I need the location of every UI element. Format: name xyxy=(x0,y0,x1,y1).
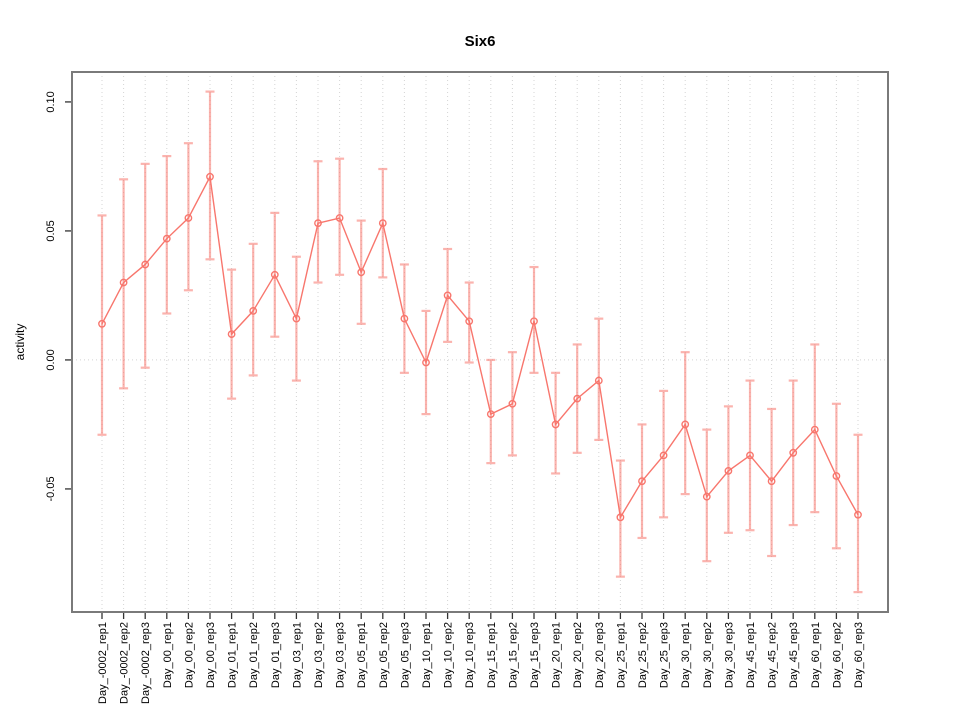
x-tick-label: Day_15_rep3 xyxy=(529,622,541,688)
data-point xyxy=(314,219,322,228)
data-point xyxy=(573,394,582,403)
data-point xyxy=(270,270,279,279)
data-point xyxy=(335,214,344,222)
x-tick-label: Day_03_rep3 xyxy=(335,622,347,688)
data-point xyxy=(119,278,128,287)
data-point xyxy=(98,319,106,328)
x-tick-label: Day_15_rep1 xyxy=(486,622,498,688)
data-point xyxy=(357,268,366,277)
y-tick-label: 0.10 xyxy=(45,91,57,112)
x-tick-label: Day_-0002_rep3 xyxy=(140,622,152,704)
y-axis-label: activity xyxy=(13,324,27,361)
data-point xyxy=(508,399,517,408)
data-point xyxy=(681,420,690,429)
x-tick-label: Day_03_rep2 xyxy=(313,622,325,688)
data-point xyxy=(551,420,560,429)
x-tick-label: Day_01_rep1 xyxy=(227,622,239,688)
data-point xyxy=(141,260,150,269)
x-tick-label: Day_45_rep3 xyxy=(788,622,800,688)
error-bar xyxy=(659,389,669,519)
plot-border xyxy=(71,71,889,613)
x-tick-label: Day_-0002_rep2 xyxy=(119,622,131,704)
x-tick-label: Day_45_rep1 xyxy=(745,622,757,688)
x-tick-label: Day_20_rep1 xyxy=(551,622,563,688)
data-point xyxy=(162,234,171,243)
data-point xyxy=(724,466,733,475)
x-tick-label: Day_30_rep3 xyxy=(723,622,735,688)
x-tick-label: Day_10_rep2 xyxy=(443,622,455,688)
data-point xyxy=(206,172,214,181)
data-point xyxy=(378,219,387,228)
data-point xyxy=(659,451,668,460)
data-point xyxy=(702,492,711,501)
x-tick-label: Day_60_rep1 xyxy=(810,622,822,688)
x-tick-label: Day_05_rep3 xyxy=(399,622,411,688)
data-point xyxy=(184,214,193,222)
axis-layer: 0.10 0.05 0.00 -0.05 Day_-0002_rep1 Day_-0002… xyxy=(45,91,865,704)
x-tick-label: Day_10_rep1 xyxy=(421,622,433,688)
error-bar xyxy=(680,351,690,496)
error-bar xyxy=(810,343,820,514)
error-bar xyxy=(335,157,345,276)
x-tick-label: Day_45_rep2 xyxy=(767,622,779,688)
x-tick-label: Day_60_rep2 xyxy=(831,622,843,688)
y-tick-label: 0.00 xyxy=(45,349,57,370)
x-tick-label: Day_03_rep1 xyxy=(291,622,303,688)
error-bar xyxy=(767,407,777,558)
data-point xyxy=(292,314,301,323)
data-point xyxy=(767,477,776,486)
data-point xyxy=(789,448,798,457)
x-tick-label: Day_01_rep2 xyxy=(248,622,260,688)
x-tick-label: Day_00_rep3 xyxy=(205,622,217,688)
data-point xyxy=(422,358,430,367)
x-tick-label: Day_30_rep1 xyxy=(680,622,692,688)
data-point xyxy=(227,330,236,339)
error-bar xyxy=(97,214,107,436)
data-point xyxy=(486,410,495,419)
chart-title: Six6 xyxy=(465,33,496,50)
error-bar xyxy=(594,317,604,442)
x-tick-label: Day_20_rep2 xyxy=(572,622,584,688)
series-line xyxy=(101,174,859,520)
x-tick-label: Day_05_rep1 xyxy=(356,622,368,688)
data-point xyxy=(400,314,409,323)
data-point xyxy=(638,477,646,486)
x-tick-label: Day_60_rep3 xyxy=(853,622,865,688)
data-point xyxy=(249,307,258,315)
data-point xyxy=(465,317,474,326)
x-tick-label: Day_05_rep2 xyxy=(378,622,390,688)
x-tick-label: Day_01_rep3 xyxy=(270,622,282,688)
data-point xyxy=(616,513,625,522)
grid-layer xyxy=(72,72,888,612)
x-tick-label: Day_15_rep2 xyxy=(507,622,519,688)
data-point xyxy=(832,472,841,480)
data-point xyxy=(810,425,819,434)
data-point xyxy=(854,510,862,519)
data-point xyxy=(594,376,603,385)
error-bar xyxy=(529,265,539,374)
error-bar xyxy=(313,160,323,284)
y-tick-label: 0.05 xyxy=(45,220,57,241)
x-tick-label: Day_00_rep1 xyxy=(162,622,174,688)
data-point xyxy=(746,451,754,460)
series-layer xyxy=(97,90,863,594)
x-tick-label: Day_20_rep3 xyxy=(594,622,606,688)
x-tick-label: Day_-0002_rep1 xyxy=(97,622,109,704)
data-point xyxy=(530,317,538,326)
x-tick-label: Day_25_rep1 xyxy=(615,622,627,688)
x-tick-label: Day_30_rep2 xyxy=(702,622,714,688)
x-tick-label: Day_25_rep3 xyxy=(659,622,671,688)
x-tick-label: Day_10_rep3 xyxy=(464,622,476,688)
error-bar xyxy=(140,162,150,369)
x-tick-label: Day_25_rep2 xyxy=(637,622,649,688)
y-tick-label: -0.05 xyxy=(45,476,57,501)
x-tick-label: Day_00_rep2 xyxy=(183,622,195,688)
data-point xyxy=(443,291,452,300)
error-bar xyxy=(723,405,733,534)
